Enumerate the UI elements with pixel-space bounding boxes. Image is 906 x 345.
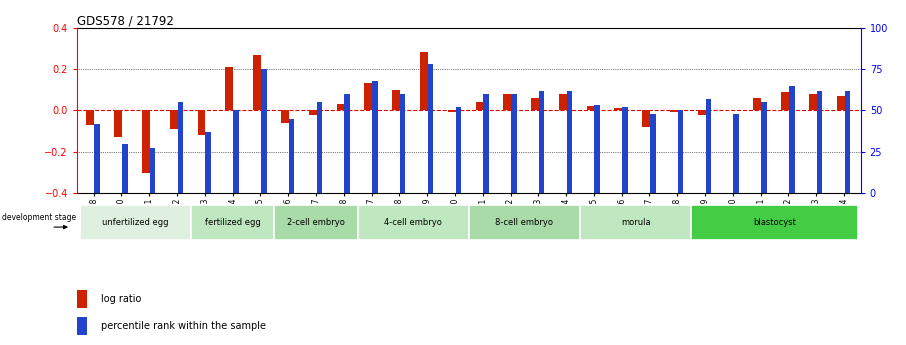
Text: log ratio: log ratio [101,294,141,304]
Bar [698,110,706,115]
Bar [504,94,511,110]
Bar [761,102,766,193]
Bar [678,110,683,193]
Bar [261,69,266,193]
Bar [309,110,316,115]
Bar [734,114,739,193]
Bar [456,107,461,193]
Bar [226,67,233,110]
Bar [844,90,850,193]
Bar [428,64,433,193]
Bar [400,94,406,193]
Bar [614,108,622,110]
Bar [691,206,858,239]
Bar [531,98,539,110]
Text: fertilized egg: fertilized egg [205,218,261,227]
Bar [316,102,323,193]
Text: GDS578 / 21792: GDS578 / 21792 [77,14,174,28]
Bar [94,124,100,193]
Bar [420,52,428,110]
Bar [358,206,469,239]
Bar [511,94,516,193]
Bar [754,98,761,110]
Bar [670,110,678,112]
Bar [789,86,795,193]
Bar [77,290,87,307]
Text: percentile rank within the sample: percentile rank within the sample [101,321,265,331]
Bar [781,92,789,110]
Bar [169,110,178,129]
Bar [392,90,400,110]
Bar [77,317,87,335]
Bar [86,110,94,125]
Bar [122,144,128,193]
Bar [80,206,191,239]
Bar [587,106,594,110]
Text: development stage: development stage [2,214,76,223]
Bar [559,94,566,110]
Text: morula: morula [621,218,651,227]
Bar [483,94,489,193]
Bar [642,110,650,127]
Bar [142,110,149,172]
Bar [476,102,483,110]
Bar [448,110,456,112]
Bar [206,132,211,193]
Bar [468,206,580,239]
Bar [149,148,155,193]
Text: 2-cell embryo: 2-cell embryo [287,218,345,227]
Bar [178,102,183,193]
Bar [622,107,628,193]
Bar [253,55,261,110]
Bar [837,96,844,110]
Bar [594,106,600,193]
Bar [580,206,691,239]
Bar [650,114,656,193]
Bar [281,110,289,123]
Bar [233,110,239,193]
Bar [539,90,545,193]
Text: unfertilized egg: unfertilized egg [102,218,169,227]
Bar [198,110,206,135]
Bar [114,110,122,137]
Bar [817,90,823,193]
Text: blastocyst: blastocyst [753,218,796,227]
Bar [372,81,378,193]
Bar [191,206,275,239]
Bar [275,206,358,239]
Bar [336,104,344,110]
Bar [809,94,817,110]
Bar [566,90,573,193]
Bar [289,119,294,193]
Bar [706,99,711,193]
Text: 8-cell embryo: 8-cell embryo [496,218,554,227]
Bar [364,83,372,110]
Bar [344,94,350,193]
Text: 4-cell embryo: 4-cell embryo [384,218,442,227]
